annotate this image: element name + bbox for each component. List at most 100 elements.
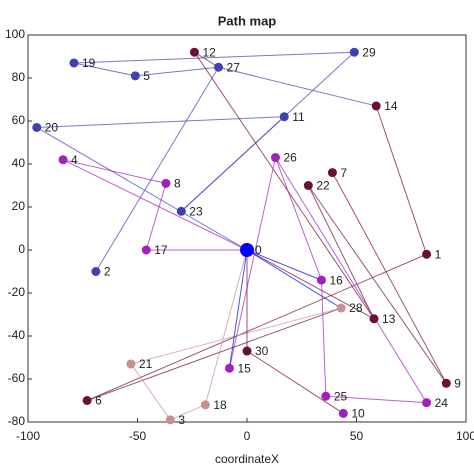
node — [224, 363, 234, 373]
y-tick-label: -40 — [8, 328, 26, 342]
path-edge — [194, 51, 375, 320]
node — [441, 378, 451, 388]
node — [176, 206, 186, 216]
y-tick-label: 40 — [12, 156, 26, 170]
node — [214, 62, 224, 72]
node — [165, 415, 175, 425]
path-edge — [246, 249, 342, 309]
path-edge — [307, 185, 447, 384]
path-edge — [246, 249, 375, 320]
node-label: 5 — [143, 69, 150, 83]
path-edge — [246, 350, 344, 414]
path-edge — [73, 51, 355, 64]
node — [303, 181, 313, 190]
node-label: 3 — [178, 413, 185, 427]
node — [130, 71, 140, 81]
node-label: 28 — [349, 301, 363, 315]
node — [279, 112, 289, 122]
path-edge — [375, 105, 428, 255]
node — [369, 314, 379, 324]
path-edge — [246, 249, 322, 281]
node-label: 18 — [213, 398, 227, 412]
y-tick-label: 20 — [12, 199, 26, 213]
node-label: 14 — [384, 99, 398, 113]
y-tick-label: 0 — [18, 242, 25, 256]
node — [316, 275, 326, 285]
path-edge — [86, 307, 342, 401]
node-label: 4 — [71, 153, 78, 167]
node-label: 12 — [202, 45, 216, 59]
node-label: 16 — [329, 273, 343, 287]
node — [141, 245, 151, 255]
node — [270, 153, 280, 163]
node — [336, 303, 346, 313]
node — [327, 168, 337, 178]
y-tick-label: -80 — [8, 414, 26, 428]
path-edge — [228, 249, 248, 369]
path-edge — [86, 253, 427, 401]
path-edge — [325, 395, 427, 404]
node-label: 29 — [362, 45, 376, 59]
node — [200, 400, 210, 410]
node-label: 10 — [351, 407, 365, 421]
node-label: 21 — [139, 357, 153, 371]
node — [161, 178, 171, 188]
y-tick-label: 60 — [12, 113, 26, 127]
node-label: 7 — [340, 166, 347, 180]
path-edge — [135, 66, 219, 77]
path-edge — [62, 159, 248, 251]
y-tick-label: 100 — [5, 27, 25, 41]
node-label: 15 — [237, 361, 251, 375]
y-tick-label: -20 — [8, 285, 26, 299]
x-axis-label: coordinateX — [215, 452, 279, 466]
x-tick-label: -100 — [16, 429, 40, 443]
x-tick-label: 100 — [456, 429, 474, 443]
node — [189, 47, 199, 57]
node — [371, 101, 381, 111]
path-edge — [218, 66, 377, 107]
node-label: 22 — [316, 179, 330, 193]
node — [82, 396, 92, 405]
node — [422, 249, 432, 259]
path-edge — [130, 363, 171, 421]
node — [91, 267, 101, 276]
node-label: 19 — [82, 56, 96, 70]
node-label: 0 — [255, 243, 262, 257]
chart-title: Path map — [218, 13, 277, 28]
node-label: 2 — [104, 265, 111, 279]
path-edge — [275, 157, 428, 403]
y-tick-label: -60 — [8, 371, 26, 385]
node-label: 8 — [174, 177, 181, 191]
node — [338, 408, 348, 418]
node-label: 13 — [382, 312, 396, 326]
node-label: 24 — [435, 396, 449, 410]
path-edge — [95, 66, 219, 272]
node — [69, 58, 79, 68]
path-edge — [307, 185, 375, 320]
path-edge — [36, 127, 248, 251]
y-tick-label: 80 — [12, 70, 26, 84]
node-label: 25 — [334, 389, 348, 403]
path-edge — [194, 51, 219, 68]
path-edge — [331, 172, 447, 384]
x-tick-label: 0 — [244, 429, 251, 443]
path-edge — [170, 404, 206, 421]
path-edge — [73, 62, 136, 77]
path-edge — [228, 157, 276, 369]
node — [349, 47, 359, 57]
node — [321, 391, 331, 401]
node-label: 9 — [454, 376, 461, 390]
path-edge — [36, 116, 285, 128]
path-edge — [180, 116, 285, 212]
path-edge — [320, 280, 327, 397]
x-tick-label: -50 — [129, 429, 147, 443]
node — [32, 122, 42, 132]
node — [126, 359, 136, 369]
node-label: 6 — [95, 394, 102, 408]
node — [58, 155, 68, 165]
node-label: 27 — [227, 60, 241, 74]
path-edge — [62, 159, 167, 184]
node — [422, 398, 432, 408]
node — [242, 346, 252, 356]
